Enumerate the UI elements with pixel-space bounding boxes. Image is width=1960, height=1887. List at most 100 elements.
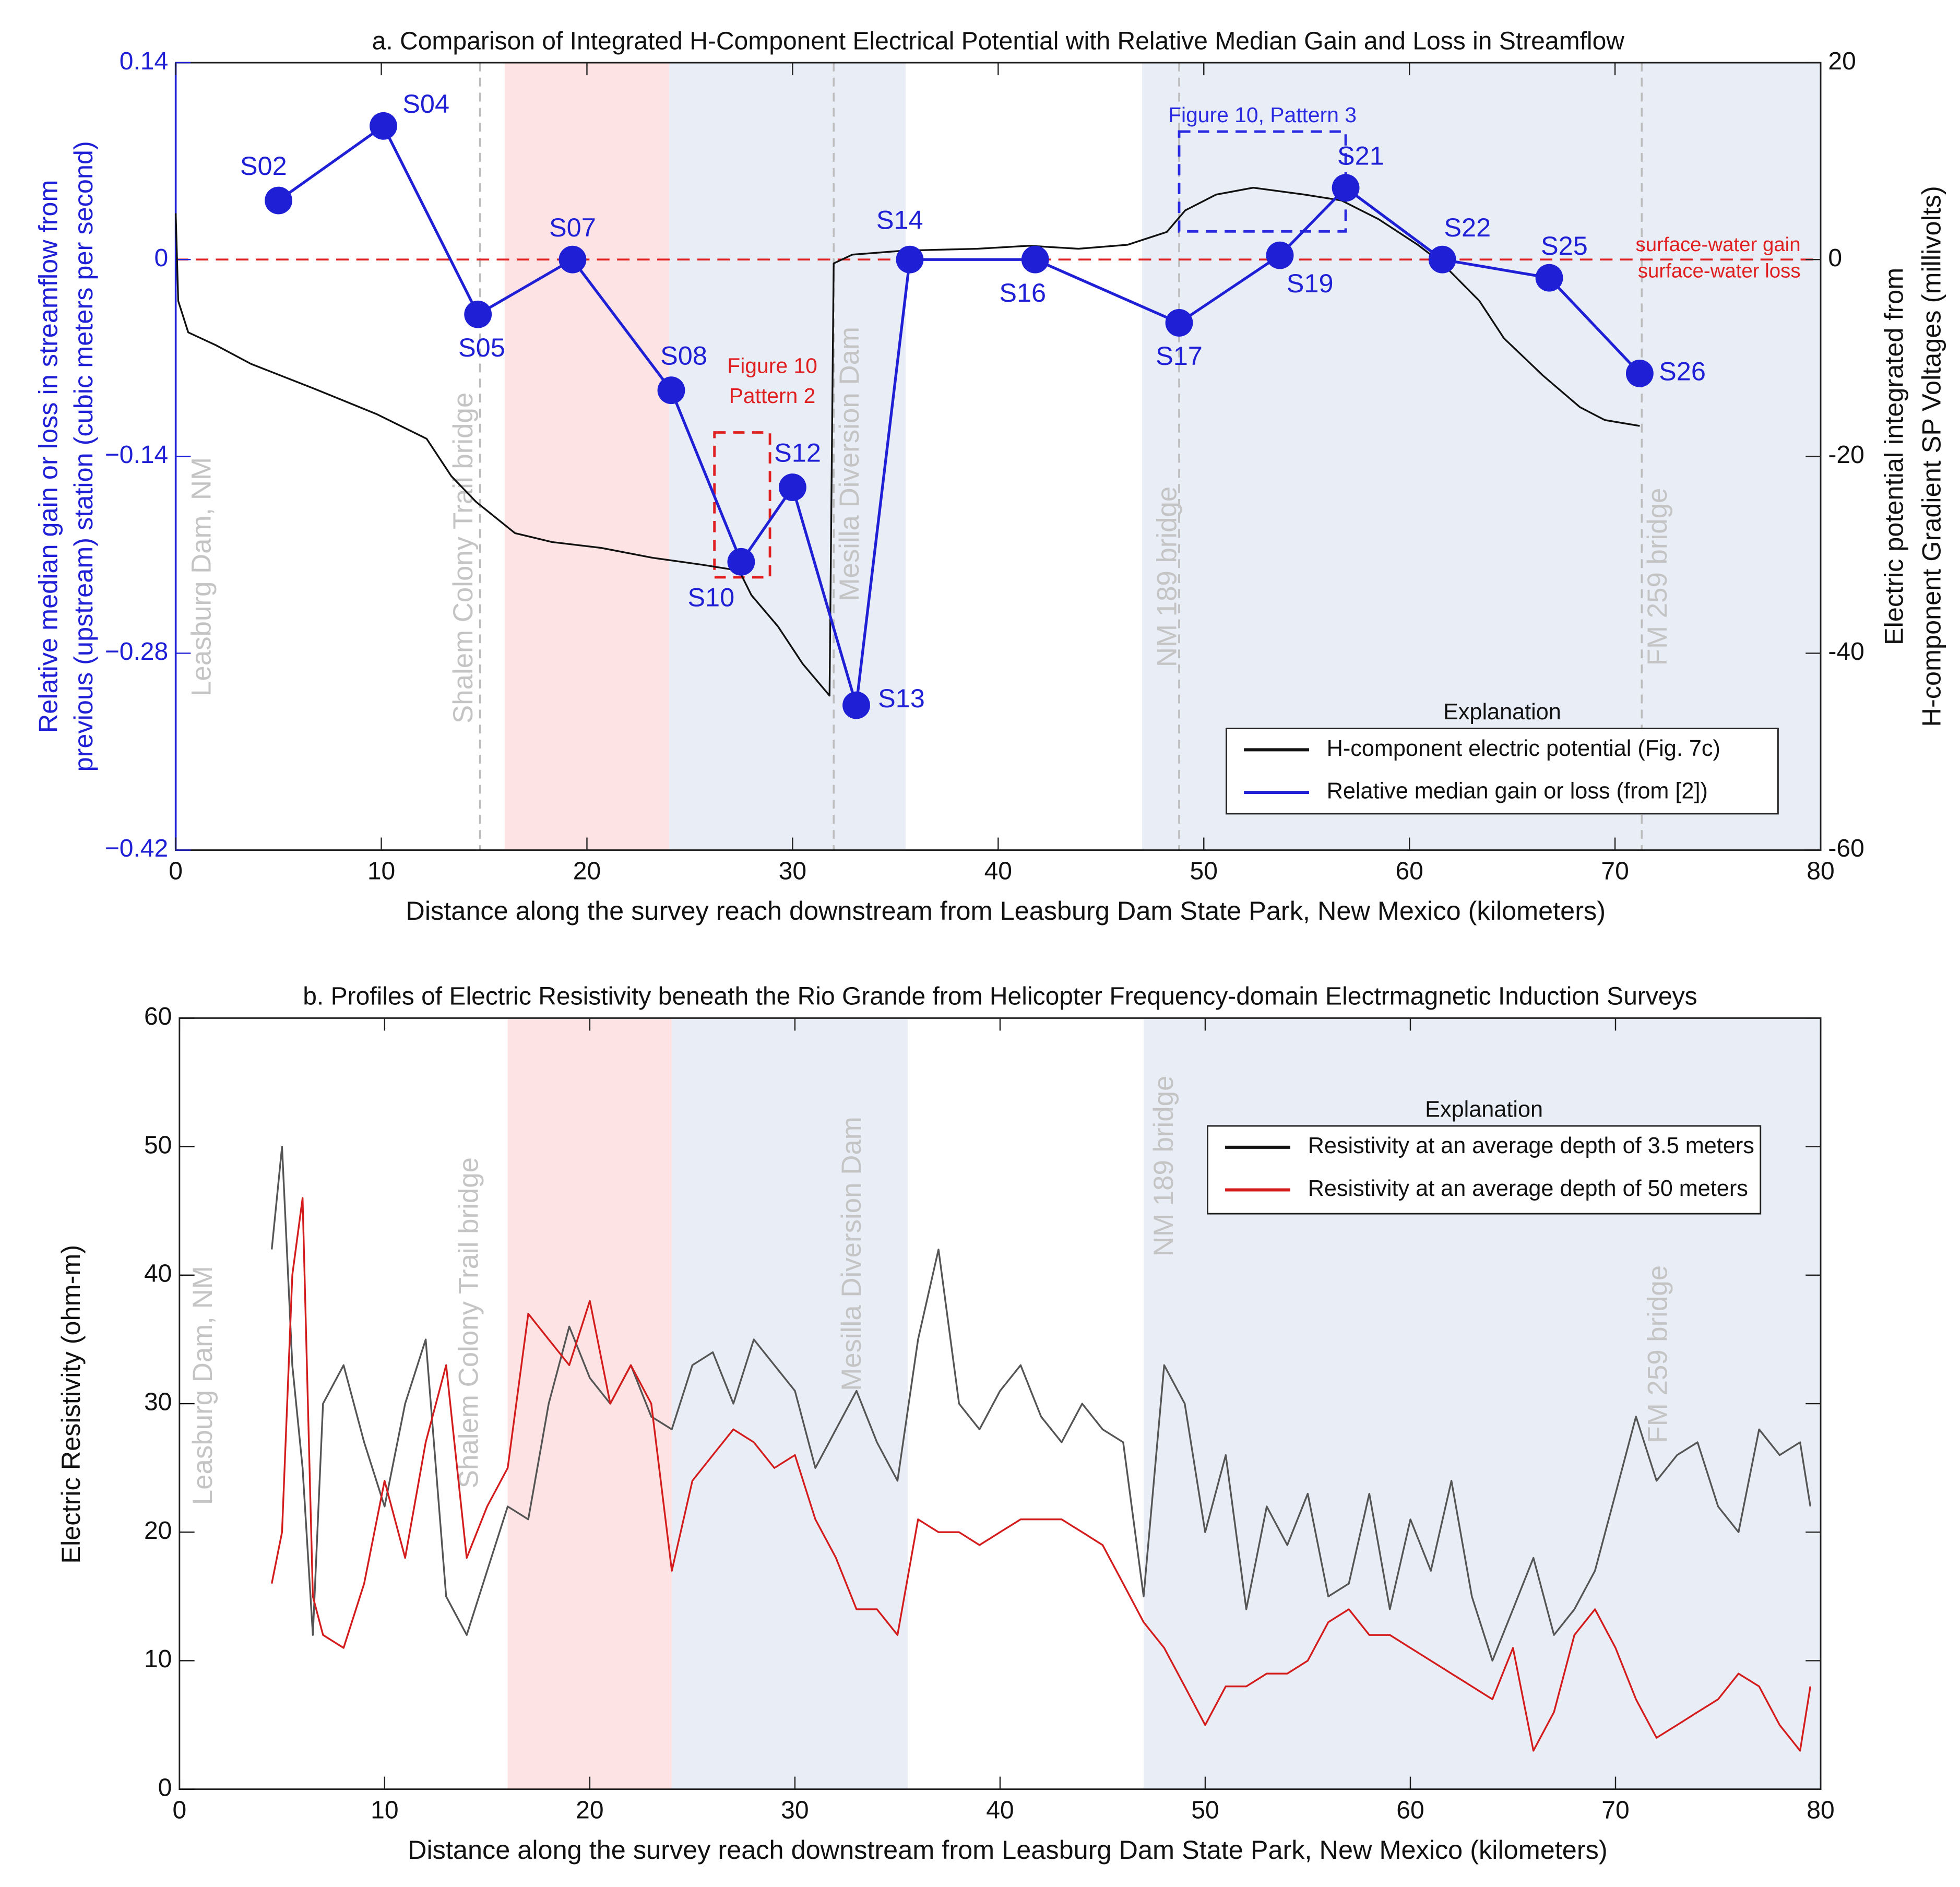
legend-label: H-component electric potential (Fig. 7c) [1327,736,1720,761]
data-point [1266,241,1294,269]
data-point [727,548,755,576]
y2-tick-label: -60 [1828,835,1864,862]
data-point [657,376,685,405]
y2-axis-label: Electric potential integrated from [1879,268,1908,645]
shaded-region [669,63,906,850]
y-tick-label: −0.42 [105,835,169,862]
y-tick-label: 0 [154,244,168,272]
x-tick-label: 10 [371,1797,398,1824]
y-axis-label: Relative median gain or loss in streamfl… [33,180,63,733]
x-axis-label: Distance along the survey reach downstre… [408,1835,1608,1865]
x-tick-label: 40 [986,1797,1014,1824]
shaded-region [507,1018,672,1789]
chart-title: b. Profiles of Electric Resistivity bene… [303,983,1697,1011]
annotation-text: Pattern 2 [729,384,816,408]
shaded-region [504,63,670,850]
x-tick-label: 60 [1395,857,1423,885]
x-tick-label: 70 [1601,1797,1629,1824]
y-tick-label: 60 [144,1003,172,1030]
y-tick-label: 50 [144,1131,172,1159]
chart-title: a. Comparison of Integrated H-Component … [372,27,1625,55]
data-point [1332,174,1360,202]
x-tick-label: 50 [1190,857,1218,885]
legend-title: Explanation [1443,699,1561,725]
y2-tick-label: 0 [1828,244,1842,272]
y-tick-label: 0 [158,1774,172,1801]
reference-label: Shalem Colony Trail bridge [453,1157,484,1488]
legend-label: Resistivity at an average depth of 50 me… [1308,1176,1748,1201]
point-label: S04 [402,89,449,118]
y-tick-label: −0.14 [105,441,169,469]
data-point [370,112,397,140]
data-point [559,245,587,274]
x-tick-label: 20 [573,857,601,885]
reference-label: Shalem Colony Trail bridge [448,393,479,723]
y-axis-label: Electric Resistivity (ohm-m) [56,1245,86,1564]
x-tick-label: 0 [169,857,183,885]
y-tick-label: 20 [144,1517,172,1545]
x-tick-label: 30 [779,857,806,885]
data-point [1021,245,1049,274]
data-point [1428,245,1456,274]
y2-tick-label: -20 [1828,441,1864,469]
shaded-region [1142,63,1821,850]
data-point [1535,264,1563,292]
x-tick-label: 80 [1807,857,1834,885]
data-point [778,473,806,502]
legend-label: Relative median gain or loss (from [2]) [1327,778,1708,803]
data-point [464,300,492,328]
point-label: S10 [687,583,734,612]
point-label: S19 [1287,268,1334,298]
y-tick-label: 10 [144,1645,172,1673]
y-tick-label: 40 [144,1260,172,1288]
data-point [896,245,924,274]
annotation-text: Figure 10 [727,353,817,377]
gain-label: surface-water gain [1636,233,1801,256]
x-tick-label: 40 [984,857,1012,885]
legend-label: Resistivity at an average depth of 3.5 m… [1308,1133,1754,1158]
y-axis-label: previous (upstream) station (cubic meter… [68,141,98,772]
y2-axis-label: H-component Gradient SP Voltages (milliv… [1917,186,1946,727]
y-tick-label: 30 [144,1388,172,1416]
point-label: S13 [878,683,925,713]
x-tick-label: 80 [1807,1797,1834,1824]
point-label: S02 [240,151,287,181]
point-label: S22 [1444,212,1491,242]
point-label: S25 [1541,231,1588,260]
y2-tick-label: 20 [1828,48,1856,75]
data-point [842,691,870,719]
y2-tick-label: -40 [1828,638,1864,666]
x-tick-label: 60 [1396,1797,1424,1824]
y-tick-label: −0.28 [105,638,169,666]
data-point [1165,309,1193,337]
reference-label: Leasburg Dam, NM [186,457,217,696]
x-tick-label: 50 [1191,1797,1219,1824]
annotation-text: Figure 10, Pattern 3 [1168,103,1357,127]
series-line [278,124,1641,707]
data-point [1625,359,1654,387]
x-tick-label: 30 [781,1797,809,1824]
legend-title: Explanation [1425,1097,1543,1122]
point-label: S16 [999,278,1046,307]
x-tick-label: 70 [1601,857,1629,885]
data-point [265,186,293,215]
reference-label: FM 259 bridge [1643,1265,1673,1443]
x-tick-label: 0 [172,1797,186,1824]
legend-box [1207,1125,1762,1215]
reference-label: NM 189 bridge [1152,486,1183,668]
reference-label: Mesilla Diversion Dam [836,1117,867,1391]
shaded-region [672,1018,908,1789]
point-label: S26 [1659,357,1706,386]
point-label: S12 [774,437,821,467]
series-line [270,1197,1812,1752]
x-tick-label: 20 [576,1797,603,1824]
point-label: S14 [876,205,923,234]
point-label: S07 [549,212,596,242]
point-label: S17 [1156,341,1203,371]
reference-label: Leasburg Dam, NM [187,1266,218,1505]
loss-label: surface-water loss [1638,259,1801,282]
reference-label: FM 259 bridge [1642,488,1673,666]
point-label: S21 [1337,141,1384,171]
